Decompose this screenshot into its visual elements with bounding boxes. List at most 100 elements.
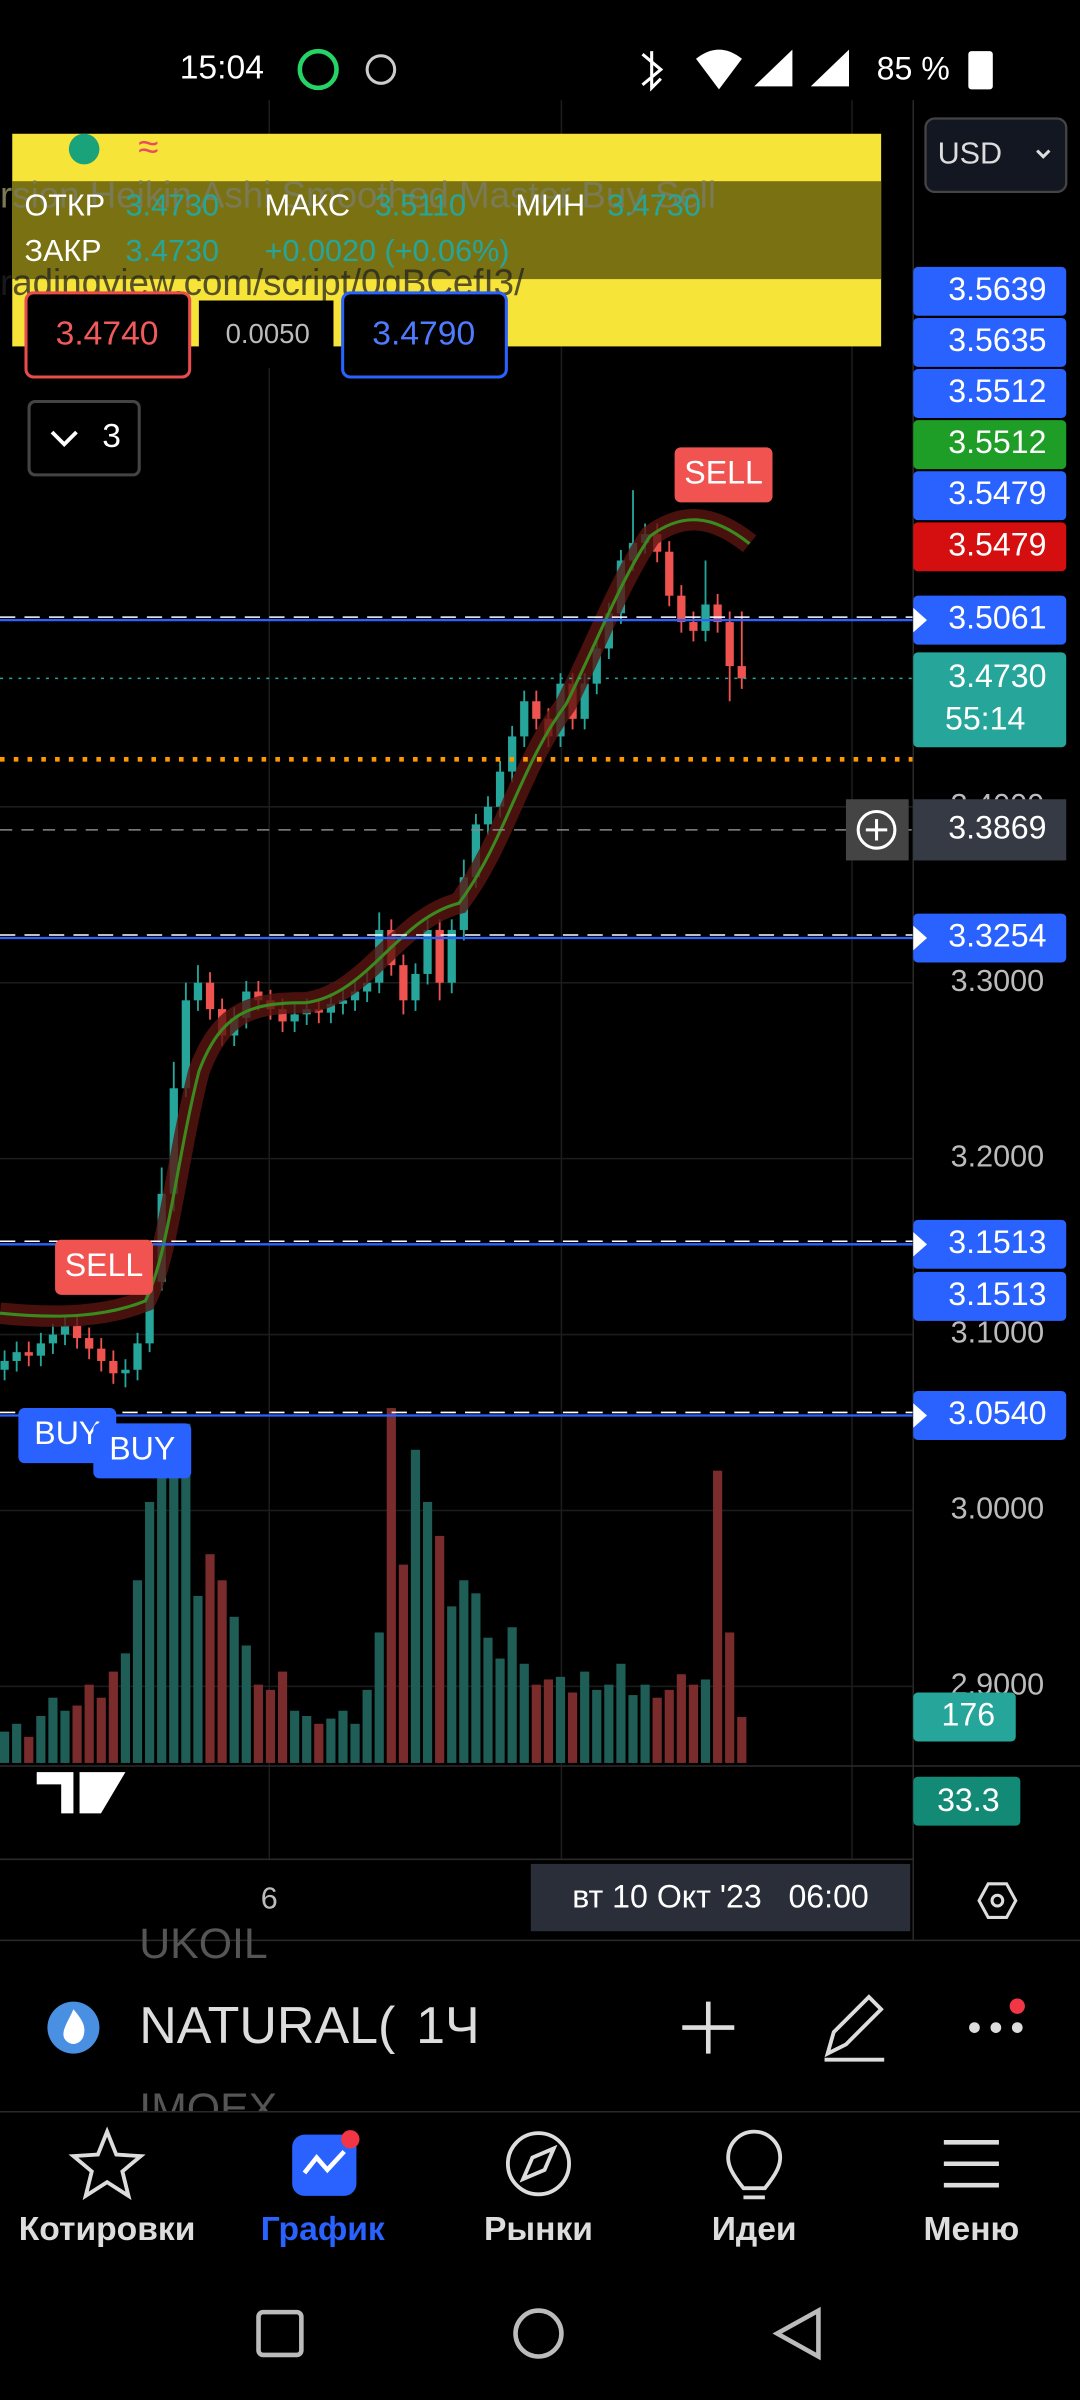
volume-bar xyxy=(640,1684,650,1763)
crosshair-time: вт 10 Окт '23 06:00 xyxy=(572,1879,869,1915)
candle-body xyxy=(193,982,203,1001)
volume-bar xyxy=(277,1671,288,1763)
volume-bar xyxy=(241,1645,251,1763)
price-tag-label: 3.5512 xyxy=(948,373,1046,409)
signal-box xyxy=(93,1423,192,1479)
volume-bar xyxy=(531,1684,541,1763)
nav-icon[interactable] xyxy=(68,2126,146,2201)
candle-body xyxy=(72,1325,82,1339)
candle-body xyxy=(145,1281,154,1344)
volume-bar xyxy=(24,1736,34,1763)
nav-icon[interactable] xyxy=(505,2131,571,2197)
bug-icon xyxy=(365,54,397,85)
candle-body xyxy=(592,648,601,684)
indicator-tag xyxy=(913,1776,1021,1826)
price-axis: 2.90003.00003.10003.20003.30003.40003.50… xyxy=(845,266,1067,1826)
volume-bar xyxy=(652,1697,662,1763)
candle-body xyxy=(737,666,746,679)
indicator-tag-label: 33.3 xyxy=(937,1782,1000,1818)
settings-icon[interactable] xyxy=(977,1882,1018,1919)
draw-button[interactable] xyxy=(824,1994,885,2062)
grid xyxy=(268,100,853,1860)
volume-bar xyxy=(483,1637,493,1763)
high-label: МАКС xyxy=(265,188,350,222)
add-button[interactable] xyxy=(682,2001,735,2054)
price-tag-label: 3.5479 xyxy=(948,475,1046,511)
level-tag-label: 3.3254 xyxy=(948,918,1046,954)
volume-bar xyxy=(132,1580,143,1763)
recent-apps[interactable] xyxy=(256,2309,304,2358)
nav-icon[interactable] xyxy=(943,2140,999,2188)
price-tick-label: 3.1000 xyxy=(951,1316,1045,1350)
candle-body xyxy=(254,991,263,1001)
candle-body xyxy=(121,1369,130,1374)
volume-bar xyxy=(302,1715,312,1763)
notification-dot xyxy=(1009,1998,1025,2014)
price-tick-label: 3.3000 xyxy=(951,964,1045,998)
more-button xyxy=(1011,2022,1023,2033)
currency-selector[interactable] xyxy=(924,117,1068,194)
volume-bar xyxy=(519,1663,529,1763)
interval[interactable]: 1Ч xyxy=(416,1997,480,2055)
smoothed-line xyxy=(0,518,751,1318)
buy-button[interactable] xyxy=(341,291,508,379)
candle-body xyxy=(48,1334,58,1344)
volume-bar xyxy=(169,1475,179,1763)
price-tag xyxy=(913,522,1067,572)
symbol[interactable]: NATURAL( xyxy=(139,1997,396,2055)
currency: USD xyxy=(938,136,1003,170)
level-tag xyxy=(913,1219,1067,1269)
battery-text: 85 % xyxy=(877,51,950,87)
price-tag xyxy=(913,471,1067,521)
app-icon: ≈ xyxy=(138,126,158,167)
sell-button[interactable] xyxy=(24,291,192,379)
nav-icon[interactable] xyxy=(726,2129,783,2200)
spread: 0.0050 xyxy=(226,318,310,349)
price-tick-label: 3.0000 xyxy=(951,1492,1045,1526)
candle-body xyxy=(0,1360,9,1370)
volume-bar xyxy=(157,1428,167,1763)
candle-body xyxy=(97,1348,106,1361)
close-value: 3.4730 xyxy=(125,234,219,268)
open-value: 3.4730 xyxy=(125,188,219,222)
level-tag xyxy=(913,595,1067,645)
level-tag xyxy=(913,1391,1067,1440)
candle-body xyxy=(24,1352,33,1356)
volume-bar xyxy=(628,1695,638,1763)
candle-body xyxy=(689,622,698,631)
whatsapp-icon xyxy=(297,48,339,91)
candle-body xyxy=(713,604,722,623)
price-tag-label: 3.5635 xyxy=(948,322,1046,358)
level-tag-label: 3.0540 xyxy=(948,1395,1046,1431)
countdown: 55:14 xyxy=(945,701,1025,737)
candle-body xyxy=(12,1352,21,1361)
nav-bar xyxy=(0,2111,1080,2271)
volume-bar xyxy=(386,1408,396,1763)
volume-bar xyxy=(700,1679,711,1763)
candle-body xyxy=(435,929,444,983)
nav-label: Рынки xyxy=(484,2211,593,2248)
candle-body xyxy=(290,1014,299,1022)
volume-bar xyxy=(688,1684,699,1763)
price-tag-label: 3.5479 xyxy=(948,526,1046,562)
home[interactable] xyxy=(513,2308,564,2359)
indicators-count: 3 xyxy=(102,418,121,455)
settings-icon xyxy=(990,1893,1005,1908)
nav-label: Меню xyxy=(923,2211,1019,2248)
volume-bar xyxy=(713,1470,723,1763)
nav-label: Идеи xyxy=(712,2211,797,2248)
candle-body xyxy=(447,929,456,983)
signal-box xyxy=(18,1408,117,1464)
back[interactable] xyxy=(772,2306,821,2361)
nav-label: Котировки xyxy=(19,2211,196,2248)
more-button[interactable] xyxy=(969,2022,980,2033)
volume-bar xyxy=(12,1723,22,1763)
nav-icon xyxy=(302,2149,346,2175)
signal-label: SELL xyxy=(65,1247,144,1283)
volume-bar xyxy=(181,1423,191,1763)
bluetooth-icon xyxy=(641,51,664,92)
candle-body xyxy=(483,806,493,825)
indicators-toggle[interactable] xyxy=(27,399,141,477)
level-tag-label: 3.5061 xyxy=(948,600,1046,636)
